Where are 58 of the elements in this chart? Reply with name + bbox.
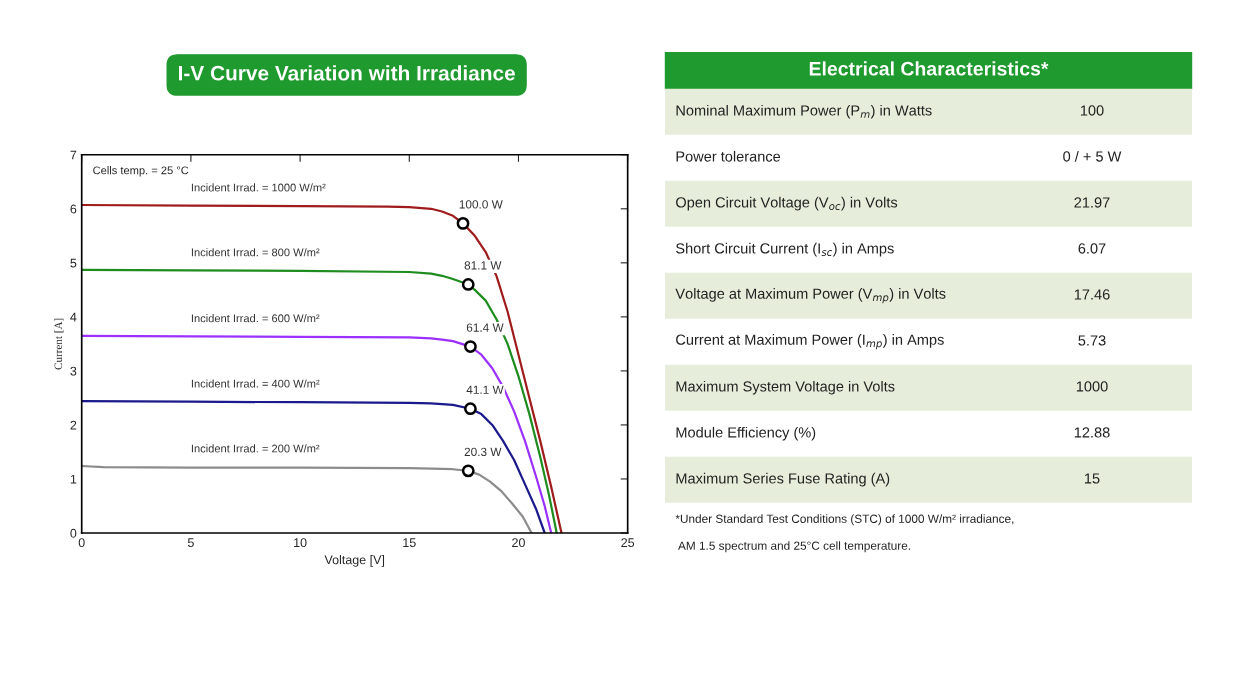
x-tick-label: 25	[621, 538, 635, 548]
y-tick-label: 6	[70, 204, 77, 214]
text: 0 / + 5 W	[1063, 150, 1122, 162]
y-tick-label: 1	[70, 474, 77, 484]
point	[456, 216, 470, 230]
series-label: Incident Irrad. = 200 W/m²	[191, 444, 320, 453]
text: 17.46	[1074, 289, 1110, 300]
x-axis-title: Voltage [V]	[324, 555, 385, 567]
line-series	[81, 400, 546, 533]
category-label: Open Circuit Voltage (V$_{oc}$) in Volts	[676, 196, 898, 211]
y-tick-label: 0	[70, 528, 77, 538]
category-label: Current at Maximum Power (I$_{mp}$) in Amps	[676, 334, 944, 350]
point	[464, 340, 477, 353]
series-label: Incident Irrad. = 1000 W/m²	[191, 183, 326, 192]
x-tick-label: 15	[403, 538, 416, 548]
text: 1000	[1076, 381, 1108, 392]
series-label: Incident Irrad. = 800 W/m²	[191, 248, 320, 257]
category-label: Module Efficiency (%)	[676, 426, 816, 441]
category-label: Maximum System Voltage in Volts	[676, 380, 895, 395]
annotation: 61.4 W	[466, 323, 504, 332]
text: 15	[1084, 473, 1100, 484]
text: 21.97	[1074, 197, 1110, 208]
y-tick-label: 3	[70, 366, 77, 376]
x-tick-label: 10	[294, 538, 307, 548]
point	[461, 278, 475, 291]
annotation: 20.3 W	[464, 447, 502, 457]
line-series	[81, 334, 553, 533]
y-tick-label: 4	[70, 312, 77, 322]
category-label: Short Circuit Current (I$_{sc}$) in Amps	[676, 242, 894, 257]
line-series	[81, 268, 558, 533]
x-tick-label: 5	[187, 538, 194, 548]
text: Electrical Characteristics*	[809, 61, 1049, 76]
category-label: Power tolerance	[676, 150, 781, 162]
y-axis-title: Current [A]	[54, 318, 64, 370]
point	[461, 464, 475, 478]
text: *Under Standard Test Conditions (STC) of 1000 W/m² irradiance,	[675, 514, 1014, 526]
category-label: Voltage at Maximum Power (V$_{mp}$) in Volts	[675, 288, 946, 304]
y-tick-label: 7	[70, 150, 77, 160]
annotation: 100.0 W	[459, 200, 503, 209]
category-label: Nominal Maximum Power (P$_{m}$) in Watts	[676, 104, 932, 119]
text: 12.88	[1074, 427, 1110, 438]
y-tick-label: 2	[70, 420, 77, 430]
text: AM 1.5 spectrum and 25°C cell temperature.	[678, 541, 910, 553]
x-tick-label: 0	[78, 538, 85, 548]
annotation: Cells temp. = 25 °C	[93, 166, 189, 177]
series-label: Incident Irrad. = 600 W/m²	[191, 314, 320, 323]
y-tick-label: 5	[70, 258, 77, 268]
annotation: 41.1 W	[466, 385, 504, 394]
point	[464, 402, 477, 416]
series-label: Incident Irrad. = 400 W/m²	[191, 379, 320, 388]
text: 100	[1080, 105, 1104, 116]
line-series	[81, 464, 533, 533]
text: 5.73	[1078, 335, 1106, 346]
x-tick-label: 20	[512, 538, 525, 548]
chart-title: I-V Curve Variation with Irradiance	[179, 65, 515, 81]
category-label: Maximum Series Fuse Rating (A)	[676, 472, 890, 487]
text: 6.07	[1078, 243, 1106, 254]
annotation: 81.1 W	[464, 261, 502, 270]
